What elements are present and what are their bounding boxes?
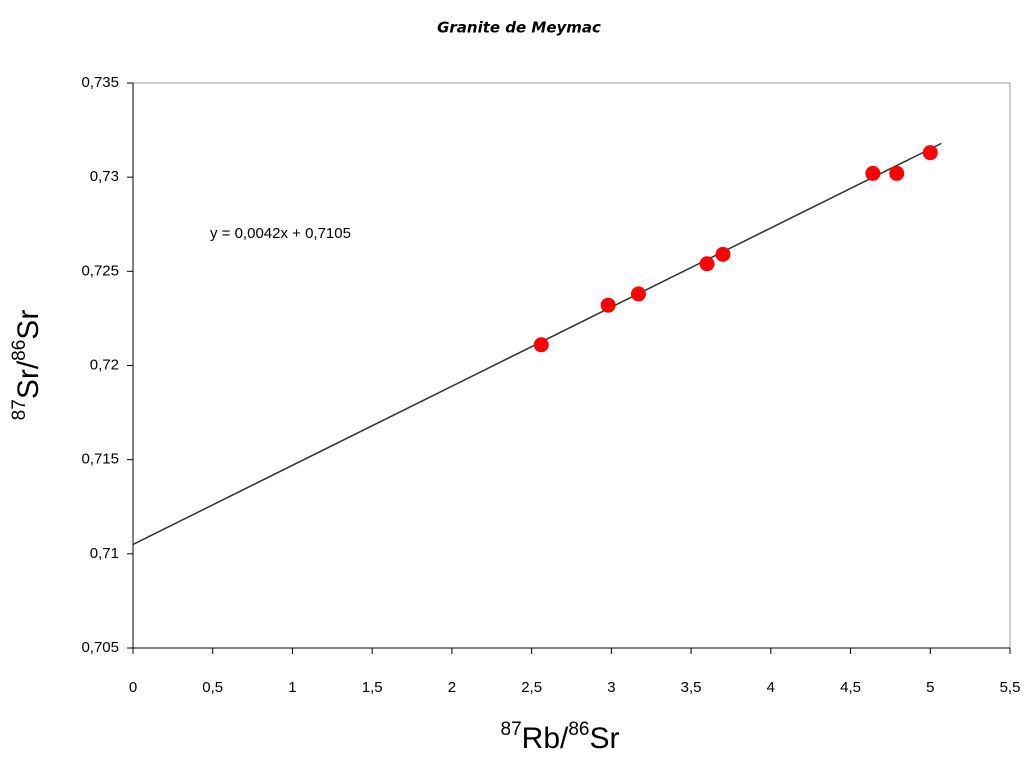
y-tick-label: 0,735 — [81, 74, 119, 91]
point — [630, 286, 646, 302]
x-tick-label: 4,5 — [840, 679, 861, 696]
point — [889, 165, 905, 181]
point — [715, 246, 731, 262]
x-axis-label: 87Rb/86Sr — [501, 719, 620, 755]
trendline-equation: y = 0,0042x + 0,7105 — [210, 225, 351, 242]
x-tick-label: 0,5 — [202, 679, 223, 696]
y-tick-label: 0,715 — [81, 451, 119, 468]
plot-frame — [132, 82, 1011, 649]
x-label-part: 87 — [501, 719, 522, 740]
y-label-part: Sr/ — [12, 360, 45, 399]
point — [533, 337, 549, 353]
point — [865, 165, 881, 181]
x-tick-label: 5 — [926, 679, 934, 696]
x-tick-label: 0 — [129, 679, 137, 696]
x-tick-label: 5,5 — [1000, 679, 1021, 696]
y-axis-label: 87Sr/86Sr — [9, 310, 45, 421]
y-label-part: Sr — [12, 310, 45, 340]
chart-title: Granite de Meymac — [437, 19, 601, 37]
y-tick-label: 0,71 — [90, 545, 119, 562]
x-tick-label: 4 — [767, 679, 775, 696]
x-label-part: Rb/ — [522, 722, 569, 755]
x-tick-label: 2,5 — [521, 679, 542, 696]
x-tick-label: 1,5 — [362, 679, 383, 696]
y-label-part: 86 — [9, 340, 30, 361]
point — [600, 297, 616, 313]
point — [699, 256, 715, 272]
x-label-part: 86 — [568, 719, 589, 740]
y-tick-label: 0,73 — [90, 168, 119, 185]
x-tick-label: 2 — [448, 679, 456, 696]
x-label-part: Sr — [589, 722, 619, 755]
y-tick-label: 0,725 — [81, 262, 119, 279]
x-tick-label: 1 — [288, 679, 296, 696]
y-label-part: 87 — [9, 399, 30, 420]
point — [922, 145, 938, 161]
y-tick-label: 0,72 — [90, 356, 119, 373]
x-tick-label: 3 — [607, 679, 615, 696]
x-tick-label: 3,5 — [681, 679, 702, 696]
y-tick-label: 0,705 — [81, 639, 119, 656]
